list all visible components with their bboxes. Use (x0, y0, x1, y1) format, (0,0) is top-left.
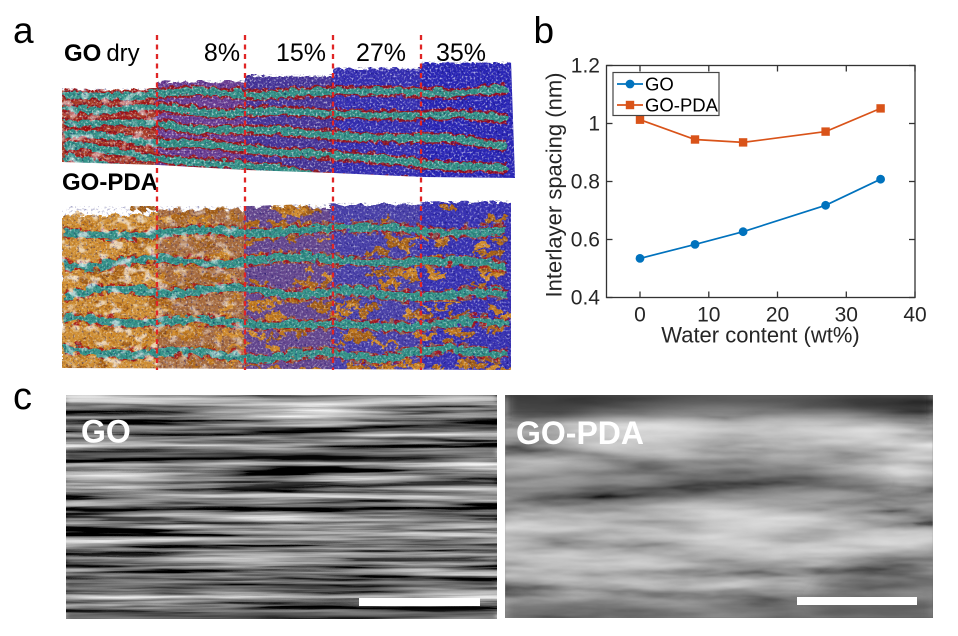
svg-text:GO: GO (81, 414, 131, 450)
svg-text:1: 1 (588, 112, 600, 135)
svg-text:GO: GO (64, 40, 101, 67)
svg-text:dry: dry (106, 40, 139, 67)
svg-text:c: c (13, 376, 32, 418)
svg-text:0: 0 (634, 304, 646, 327)
svg-text:GO-PDA: GO-PDA (516, 415, 644, 451)
svg-text:27%: 27% (356, 39, 406, 67)
svg-text:30: 30 (835, 304, 858, 327)
svg-text:8%: 8% (204, 39, 240, 67)
svg-text:a: a (13, 10, 34, 51)
svg-text:20: 20 (766, 304, 789, 327)
svg-text:GO-PDA: GO-PDA (62, 169, 158, 196)
svg-text:Interlayer spacing (nm): Interlayer spacing (nm) (542, 73, 567, 298)
svg-text:15%: 15% (276, 39, 326, 67)
svg-text:0.6: 0.6 (571, 228, 600, 251)
svg-text:0.4: 0.4 (571, 286, 601, 309)
svg-text:40: 40 (903, 304, 926, 327)
svg-text:0.8: 0.8 (571, 170, 600, 193)
svg-text:Water content (wt%): Water content (wt%) (661, 323, 859, 348)
svg-text:GO: GO (645, 74, 674, 95)
svg-text:1.2: 1.2 (571, 54, 600, 77)
svg-text:b: b (534, 10, 555, 51)
svg-text:GO-PDA: GO-PDA (645, 95, 719, 116)
svg-text:10: 10 (697, 304, 720, 327)
